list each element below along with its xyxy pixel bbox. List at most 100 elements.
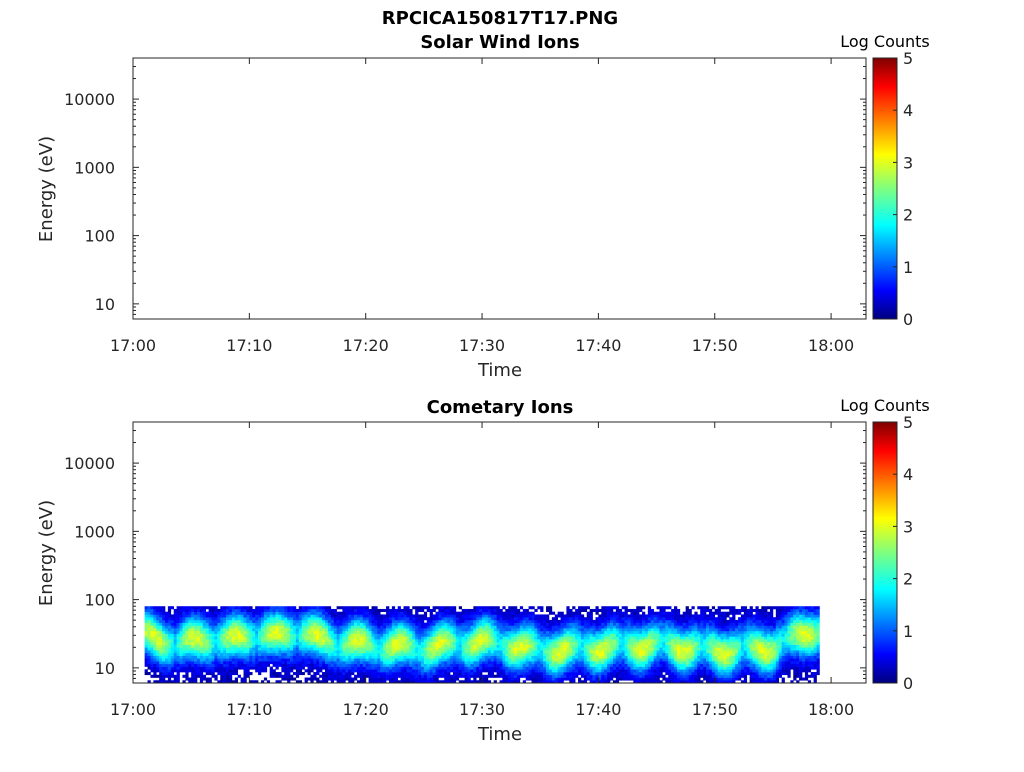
- heatmap-cell: [590, 617, 593, 620]
- heatmap-cell: [212, 642, 215, 645]
- heatmap-cell: [182, 614, 185, 617]
- heatmap-cell: [491, 672, 494, 675]
- heatmap-cell: [465, 656, 468, 659]
- heatmap-cell: [488, 634, 491, 637]
- heatmap-cell: [645, 675, 648, 678]
- heatmap-cell: [153, 606, 156, 609]
- heatmap-cell: [636, 664, 639, 667]
- heatmap-cell: [651, 617, 654, 620]
- heatmap-cell: [148, 653, 151, 656]
- heatmap-cell: [290, 614, 293, 617]
- heatmap-cell: [438, 634, 441, 637]
- heatmap-cell: [546, 650, 549, 653]
- heatmap-cell: [654, 614, 657, 617]
- heatmap-cell: [462, 639, 465, 642]
- heatmap-cell: [485, 656, 488, 659]
- heatmap-cell: [200, 631, 203, 634]
- heatmap-cell: [180, 606, 183, 609]
- heatmap-cell: [534, 672, 537, 675]
- heatmap-cell: [217, 612, 220, 615]
- heatmap-cell: [520, 623, 523, 626]
- heatmap-cell: [459, 672, 462, 675]
- heatmap-cell: [337, 645, 340, 648]
- heatmap-cell: [456, 623, 459, 626]
- heatmap-cell: [296, 628, 299, 631]
- heatmap-cell: [319, 650, 322, 653]
- heatmap-cell: [456, 614, 459, 617]
- heatmap-cell: [284, 672, 287, 675]
- heatmap-cell: [444, 631, 447, 634]
- heatmap-cell: [584, 661, 587, 664]
- heatmap-cell: [578, 606, 581, 609]
- heatmap-cell: [214, 667, 217, 670]
- heatmap-cell: [206, 669, 209, 672]
- heatmap-cell: [412, 634, 415, 637]
- heatmap-cell: [389, 636, 392, 639]
- heatmap-cell: [261, 639, 264, 642]
- heatmap-cell: [308, 661, 311, 664]
- heatmap-cell: [177, 609, 180, 612]
- heatmap-cell: [313, 612, 316, 615]
- heatmap-cell: [627, 609, 630, 612]
- heatmap-cell: [610, 631, 613, 634]
- heatmap-cell: [273, 617, 276, 620]
- heatmap-cell: [607, 620, 610, 623]
- heatmap-cell: [334, 631, 337, 634]
- heatmap-cell: [645, 661, 648, 664]
- heatmap-cell: [561, 614, 564, 617]
- heatmap-cell: [575, 609, 578, 612]
- heatmap-cell: [299, 639, 302, 642]
- heatmap-cell: [366, 625, 369, 628]
- heatmap-cell: [491, 667, 494, 670]
- heatmap-cell: [529, 636, 532, 639]
- heatmap-cell: [148, 606, 151, 609]
- heatmap-cell: [555, 614, 558, 617]
- heatmap-cell: [188, 631, 191, 634]
- heatmap-cell: [165, 672, 168, 675]
- heatmap-cell: [587, 664, 590, 667]
- heatmap-cell: [479, 658, 482, 661]
- heatmap-cell: [325, 678, 328, 681]
- heatmap-cell: [508, 634, 511, 637]
- heatmap-cell: [328, 614, 331, 617]
- heatmap-cell: [174, 664, 177, 667]
- heatmap-cell: [162, 620, 165, 623]
- heatmap-cell: [203, 625, 206, 628]
- heatmap-cell: [217, 631, 220, 634]
- heatmap-cell: [610, 636, 613, 639]
- heatmap-cell: [622, 667, 625, 670]
- heatmap-cell: [520, 642, 523, 645]
- heatmap-cell: [357, 650, 360, 653]
- heatmap-cell: [392, 609, 395, 612]
- heatmap-cell: [581, 669, 584, 672]
- heatmap-cell: [162, 653, 165, 656]
- heatmap-cell: [552, 620, 555, 623]
- heatmap-cell: [369, 658, 372, 661]
- heatmap-cell: [447, 606, 450, 609]
- heatmap-cell: [648, 631, 651, 634]
- heatmap-cell: [325, 661, 328, 664]
- heatmap-cell: [450, 617, 453, 620]
- heatmap-cell: [433, 667, 436, 670]
- heatmap-cell: [450, 614, 453, 617]
- heatmap-cell: [264, 628, 267, 631]
- heatmap-cell: [372, 625, 375, 628]
- heatmap-cell: [494, 642, 497, 645]
- heatmap-cell: [456, 667, 459, 670]
- heatmap-cell: [171, 650, 174, 653]
- heatmap-cell: [374, 675, 377, 678]
- heatmap-cell: [337, 675, 340, 678]
- heatmap-cell: [185, 645, 188, 648]
- heatmap-cell: [645, 678, 648, 681]
- heatmap-cell: [517, 628, 520, 631]
- heatmap-cell: [177, 656, 180, 659]
- heatmap-cell: [261, 606, 264, 609]
- heatmap-cell: [366, 612, 369, 615]
- heatmap-cell: [182, 650, 185, 653]
- heatmap-cell: [377, 620, 380, 623]
- heatmap-cell: [150, 664, 153, 667]
- heatmap-cell: [252, 614, 255, 617]
- heatmap-cell: [502, 664, 505, 667]
- heatmap-cell: [441, 623, 444, 626]
- heatmap-cell: [351, 639, 354, 642]
